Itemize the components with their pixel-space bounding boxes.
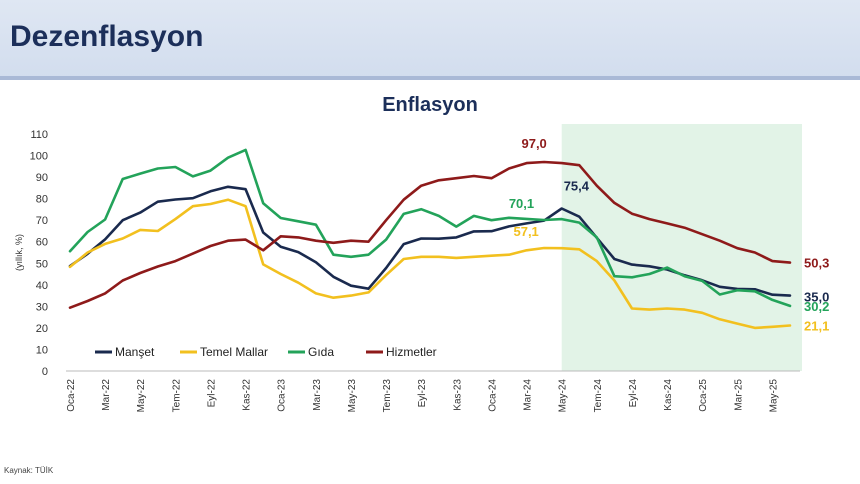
y-tick-label: 80 [36,194,48,206]
peak-value-label: 70,1 [509,196,534,211]
x-tick-label: Kas-23 [452,379,463,411]
x-tick-label: Tem-24 [593,379,604,413]
x-tick-label: Mar-22 [101,379,112,411]
series-line-2 [68,148,792,308]
series-line-1 [68,198,792,330]
x-tick-label: Tem-22 [171,379,182,413]
x-tick-label: Mar-24 [523,379,534,411]
x-tick-label: Kas-24 [663,379,674,411]
x-tick-label: Eyl-24 [628,379,639,408]
x-tick-label: Kas-22 [242,379,253,411]
y-tick-label: 20 [36,323,48,335]
end-value-label: 35,0 [804,290,829,305]
y-tick-label: 0 [42,366,48,378]
x-tick-label: Mar-23 [312,379,323,411]
legend-label: Manşet [115,345,155,359]
chart-title: Enflasyon [382,94,478,116]
y-tick-label: 110 [30,129,48,141]
x-tick-label: Tem-23 [382,379,393,413]
y-tick-label: 30 [36,301,48,313]
end-value-label: 21,1 [804,319,829,334]
y-tick-label: 50 [36,258,48,270]
y-tick-label: 90 [36,172,48,184]
series-line-3 [68,160,792,310]
legend-label: Gıda [308,345,334,359]
y-tick-label: 100 [30,151,48,163]
header-divider [0,76,860,80]
legend-label: Temel Mallar [200,345,268,359]
x-tick-label: Mar-25 [733,379,744,411]
x-tick-label: Oca-22 [66,379,77,412]
peak-value-label: 75,4 [564,179,590,194]
y-tick-label: 40 [36,280,48,292]
x-tick-label: May-23 [347,379,358,413]
page-title: Dezenflasyon [10,20,204,53]
x-tick-label: May-22 [136,379,147,413]
shaded-period [561,124,802,371]
x-tick-label: Oca-25 [698,379,709,412]
peak-value-label: 97,0 [521,136,546,151]
x-tick-label: May-24 [558,379,569,413]
y-tick-label: 70 [36,215,48,227]
header-bar: Dezenflasyon [0,0,860,78]
x-tick-label: Eyl-23 [417,379,428,408]
y-axis-label: (yıllık, %) [14,234,24,271]
y-tick-label: 10 [36,344,48,356]
legend-label: Hizmetler [386,345,437,359]
source-note: Kaynak: TÜİK [4,466,54,475]
x-tick-label: Oca-23 [277,379,288,412]
x-tick-label: May-25 [768,379,779,413]
end-value-label: 30,2 [804,299,829,314]
end-value-label: 50,3 [804,256,829,271]
x-tick-label: Oca-24 [487,379,498,412]
y-tick-label: 60 [36,237,48,249]
x-tick-label: Eyl-22 [206,379,217,408]
peak-value-label: 57,1 [513,224,538,239]
